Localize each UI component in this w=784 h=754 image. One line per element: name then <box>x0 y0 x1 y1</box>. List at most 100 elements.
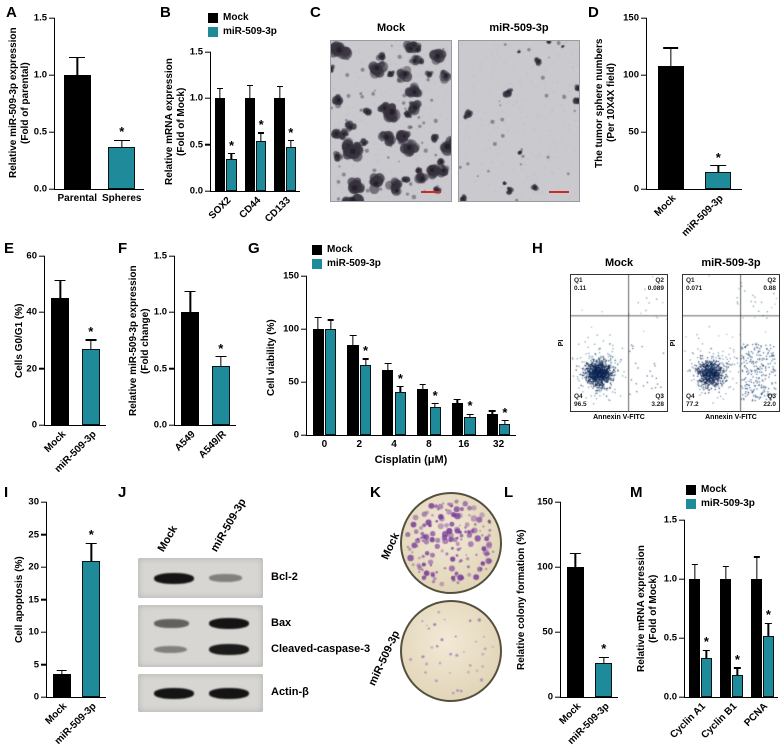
bar <box>181 312 200 425</box>
bar <box>226 158 237 191</box>
y-tick <box>39 424 45 426</box>
error-bar-cap <box>722 565 729 568</box>
quadrant-name: Q2 <box>655 277 664 284</box>
y-tick-label: 100 <box>623 69 639 81</box>
bar <box>347 344 359 435</box>
y-tick-label: 20 <box>28 561 39 573</box>
error-bar <box>220 357 222 367</box>
blot-box <box>138 605 263 667</box>
y-tick <box>169 311 175 314</box>
significance-star: * <box>467 398 473 414</box>
y-tick-label: 5 <box>33 659 39 671</box>
significance-star: * <box>88 527 94 543</box>
error-bar-cap <box>501 419 509 422</box>
y-tick <box>39 255 45 257</box>
y-tick-label: 10 <box>28 626 39 638</box>
error-bar-cap <box>54 280 66 282</box>
quadrant-name: Q3 <box>767 393 776 401</box>
bar <box>211 366 230 425</box>
y-axis-title-line: Relative mRNA expression <box>636 545 647 673</box>
y-tick <box>641 74 647 76</box>
panel-c: C Mock miR-509-3p <box>306 4 584 234</box>
error-bar-cap <box>419 383 426 386</box>
y-axis-title-line: (Fold change) <box>140 308 151 374</box>
y-tick-label: 0.0 <box>33 183 47 195</box>
quadrant-name: Q2 <box>767 277 776 284</box>
legend-label: Mock <box>327 244 353 255</box>
error-bar-cap <box>228 152 235 154</box>
panel-j-label: J <box>118 484 127 501</box>
error-bar <box>434 404 436 408</box>
flow-x-axis-label: Annexin V-FITC <box>705 414 757 421</box>
error-bar-cap <box>397 386 404 388</box>
legend-swatch <box>312 258 322 269</box>
legend-item: Mock <box>312 244 381 255</box>
error-bar <box>189 292 191 313</box>
y-tick-label: 150 <box>537 496 553 508</box>
error-bar <box>317 318 319 329</box>
y-tick <box>39 311 45 314</box>
y-tick-label: 1.0 <box>33 69 47 81</box>
panel-d-label: D <box>588 4 599 21</box>
y-tick <box>301 328 307 330</box>
y-tick-label: 60 <box>26 250 37 262</box>
y-tick <box>49 188 55 190</box>
panel-g-legend: Mock miR-509-3p <box>312 244 381 269</box>
quadrant-q3: Q3 3.28 <box>651 393 664 409</box>
blot-band <box>209 687 250 699</box>
error-bar-cap <box>570 552 581 554</box>
error-bar <box>76 57 78 75</box>
x-tick-label-text: Spheres <box>102 193 142 204</box>
blot-band <box>209 574 243 582</box>
quadrant-value: 22.0 <box>763 401 776 409</box>
error-bar-cap <box>703 649 710 651</box>
y-tick <box>205 190 211 192</box>
error-bar-cap <box>488 410 496 412</box>
error-bar-cap <box>258 132 265 134</box>
colony-dish-mock <box>400 492 502 594</box>
legend-swatch <box>208 26 218 37</box>
panel-b-legend: Mock miR-509-3p <box>208 12 277 37</box>
x-tick-label-text: miR-509-3p <box>680 193 727 239</box>
flow-scatter-canvas <box>683 275 779 411</box>
legend-label: Mock <box>223 12 249 23</box>
x-tick-label-text: A549 <box>173 429 199 454</box>
blot-band <box>154 619 190 628</box>
y-axis-title-line: (Per 10X4X field) <box>606 63 617 143</box>
y-tick-label: 0 <box>293 429 299 441</box>
y-tick <box>49 131 55 133</box>
colony-dish-canvas <box>402 494 500 592</box>
blot-box <box>138 674 263 712</box>
error-bar-cap <box>710 164 727 167</box>
legend-label: miR-509-3p <box>701 498 755 509</box>
quadrant-value: 0.089 <box>647 284 664 292</box>
legend-swatch <box>208 12 218 23</box>
y-tick-label: 0 <box>33 691 39 703</box>
panel-l-plot: 0 50 100 150 * Mock miR-509-3p <box>537 497 618 747</box>
error-bar-cap <box>246 85 253 87</box>
panel-l: L Relative colony formation (%) 0 50 100 15… <box>502 484 628 754</box>
flow-x-axis-label: Annexin V-FITC <box>593 414 645 421</box>
legend-item: Mock <box>686 484 755 495</box>
error-bar-cap <box>466 413 474 415</box>
error-bar <box>90 340 92 349</box>
error-bar <box>755 557 758 579</box>
y-axis-title-line: Relative mRNA expression <box>164 58 175 186</box>
blot-band-label: Actin-β <box>271 686 309 698</box>
bar <box>52 674 71 697</box>
y-axis-title-line: The tumor sphere numbers <box>594 38 605 168</box>
legend-swatch <box>686 484 696 495</box>
y-tick-label: 1.0 <box>189 92 203 104</box>
error-bar-cap <box>753 556 760 558</box>
error-bar <box>693 564 696 579</box>
error-bar <box>456 400 459 404</box>
y-tick <box>679 637 685 639</box>
y-tick <box>169 424 175 426</box>
bar <box>382 370 394 435</box>
error-bar-cap <box>765 622 772 624</box>
quadrant-q1: Q1 0.11 <box>574 277 586 293</box>
y-tick <box>555 631 561 633</box>
bar <box>751 579 762 697</box>
error-bar <box>278 87 281 99</box>
bar <box>51 298 70 425</box>
